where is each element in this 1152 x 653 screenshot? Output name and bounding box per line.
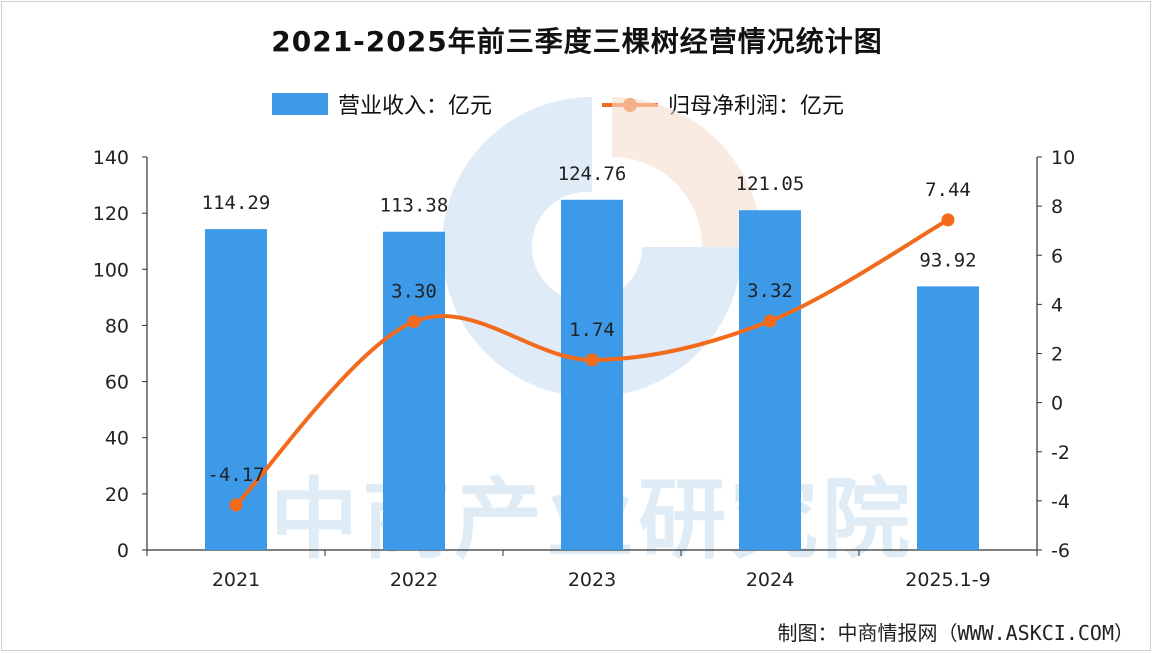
watermark-logo-blue bbox=[442, 97, 742, 397]
y-left-tick-label: 0 bbox=[117, 540, 129, 562]
y-right-tick-label: 2 bbox=[1051, 344, 1063, 366]
revenue-bar bbox=[739, 210, 801, 550]
legend-label-net-profit: 归母净利润：亿元 bbox=[668, 94, 845, 119]
net-profit-point bbox=[229, 498, 243, 512]
revenue-bar bbox=[383, 231, 445, 550]
net-profit-data-label: 1.74 bbox=[569, 319, 615, 341]
x-tick-label: 2022 bbox=[390, 569, 438, 591]
net-profit-point bbox=[941, 213, 955, 227]
revenue-bar bbox=[561, 199, 623, 550]
net-profit-data-label: 3.30 bbox=[391, 281, 437, 303]
y-right-tick-label: 4 bbox=[1051, 294, 1063, 316]
net-profit-point bbox=[763, 314, 777, 328]
x-tick-label: 2024 bbox=[746, 569, 794, 591]
y-right-tick-label: 8 bbox=[1051, 196, 1063, 218]
legend-bar-swatch bbox=[272, 93, 328, 115]
x-tick-label: 2025.1-9 bbox=[905, 569, 990, 591]
watermark-logo-orange bbox=[612, 97, 762, 247]
y-left-tick-label: 120 bbox=[93, 203, 129, 225]
revenue-data-label: 113.38 bbox=[380, 195, 449, 217]
source-credit: 制图：中商情报网（WWW.ASKCI.COM） bbox=[777, 621, 1134, 645]
revenue-bar bbox=[205, 229, 267, 551]
x-tick-label: 2023 bbox=[568, 569, 616, 591]
net-profit-data-label: -4.17 bbox=[207, 464, 264, 486]
chart-title: 2021-2025年前三季度三棵树经营情况统计图 bbox=[271, 25, 883, 58]
legend-item-revenue: 营业收入：亿元 bbox=[272, 88, 492, 120]
y-left-tick-label: 140 bbox=[93, 147, 129, 169]
revenue-bar bbox=[917, 286, 979, 550]
legend-item-net-profit: 归母净利润：亿元 bbox=[602, 88, 844, 120]
y-right-tick-label: -2 bbox=[1051, 442, 1070, 464]
y-right-tick-label: 10 bbox=[1051, 147, 1075, 169]
net-profit-point bbox=[407, 315, 421, 329]
revenue-data-label: 124.76 bbox=[558, 163, 627, 185]
y-left-tick-label: 80 bbox=[105, 315, 129, 337]
y-left-tick-label: 40 bbox=[105, 428, 129, 450]
y-right-tick-label: 0 bbox=[1051, 393, 1063, 415]
y-left-tick-label: 60 bbox=[105, 372, 129, 394]
net-profit-data-label: 3.32 bbox=[747, 280, 793, 302]
revenue-data-label: 93.92 bbox=[919, 249, 976, 271]
revenue-data-label: 121.05 bbox=[736, 173, 805, 195]
y-left-tick-label: 20 bbox=[105, 484, 129, 506]
y-right-tick-label: -6 bbox=[1051, 540, 1070, 562]
net-profit-point bbox=[585, 353, 599, 367]
net-profit-data-label: 7.44 bbox=[925, 179, 971, 201]
y-right-tick-label: 6 bbox=[1051, 245, 1063, 267]
x-tick-label: 2021 bbox=[212, 569, 260, 591]
y-left-tick-label: 100 bbox=[93, 259, 129, 281]
revenue-data-label: 114.29 bbox=[202, 192, 271, 214]
legend-label-revenue: 营业收入：亿元 bbox=[338, 94, 493, 119]
legend: 营业收入：亿元 归母净利润：亿元 bbox=[2, 88, 1152, 128]
y-right-tick-label: -4 bbox=[1051, 491, 1070, 513]
